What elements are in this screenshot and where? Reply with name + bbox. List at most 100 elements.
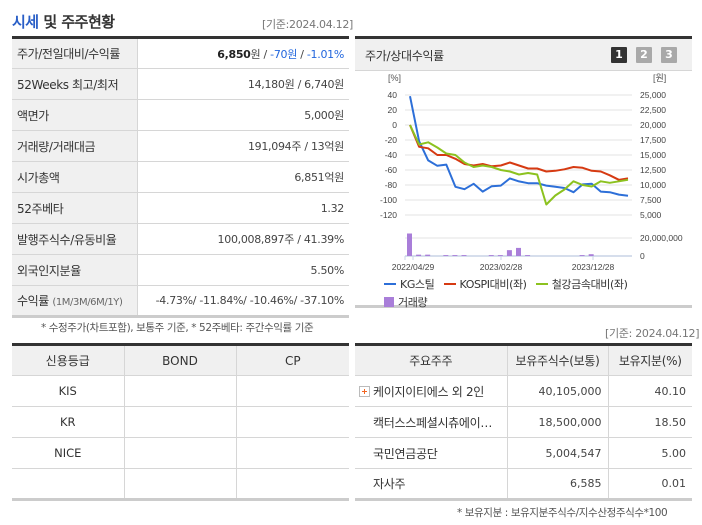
row-label: 거래량/거래대금	[12, 130, 138, 162]
agency-cell: KIS	[12, 375, 125, 407]
svg-text:-100: -100	[380, 195, 397, 205]
section-title: 시세 및 주주현황	[12, 11, 115, 32]
chart-page-1-button[interactable]: 1	[611, 47, 627, 63]
chart-page-2-button[interactable]: 2	[636, 47, 652, 63]
bond-cell	[124, 375, 237, 407]
svg-text:-60: -60	[385, 165, 398, 175]
series-lines	[409, 96, 629, 206]
chart-legend: KG스틸 KOSPI대비(좌) 철강금속대비(좌) 거래량	[384, 275, 684, 310]
table-row: 국민연금공단 5,004,547 5.00	[355, 437, 692, 469]
price-rate: -1.01%	[306, 47, 344, 61]
column-header: BOND	[124, 344, 237, 376]
shareholder-name: 국민연금공단	[355, 437, 508, 469]
row-value: 100,008,897주 / 41.39%	[137, 223, 349, 255]
svg-text:20: 20	[388, 105, 398, 115]
svg-text:2023/02/28: 2023/02/28	[480, 262, 523, 272]
shares-cell: 6,585	[507, 468, 609, 501]
legend-square-icon	[384, 297, 394, 307]
legend-label: 거래량	[398, 296, 428, 309]
svg-text:20,000: 20,000	[640, 120, 666, 130]
table-row: 52주베타 1.32	[12, 192, 349, 224]
row-label: 수익률 (1M/3M/6M/1Y)	[12, 285, 138, 318]
table-row: 캑터스스페셜시츄에이… 18,500,000 18.50	[355, 406, 692, 438]
table-row: 시가총액 6,851억원	[12, 161, 349, 193]
basis-date: [기준:2024.04.12]	[262, 18, 354, 31]
agency-cell: KR	[12, 406, 125, 438]
agency-cell	[12, 468, 125, 501]
shareholder-basis-date: [기준: 2024.04.12]	[605, 327, 700, 340]
left-axis-ticks: 40 20 0 -20 -40 -60 -80 -100 -120	[380, 90, 397, 220]
separator: /	[297, 47, 307, 61]
shares-cell: 5,004,547	[507, 437, 609, 469]
svg-text:20,000,000: 20,000,000	[640, 233, 683, 243]
legend-item-kospi[interactable]: KOSPI대비(좌)	[443, 276, 527, 292]
shares-cell: 40,105,000	[507, 375, 609, 407]
table-header-row: 주요주주 보유주식수(보통) 보유지분(%)	[355, 344, 692, 376]
legend-label: KOSPI대비(좌)	[459, 278, 527, 291]
row-value: 14,180원 / 6,740원	[137, 68, 349, 100]
shareholder-name[interactable]: 케이지이티에스 외 2인	[355, 375, 508, 407]
column-header: CP	[236, 344, 349, 376]
svg-text:0: 0	[640, 251, 645, 261]
row-label: 발행주식수/유동비율	[12, 223, 138, 255]
row-label-text: 수익률	[17, 294, 49, 308]
price-table-note: * 수정주가(차트포함), 보통주 기준, * 52주베타: 주간수익률 기준	[41, 322, 314, 334]
row-value: 1.32	[137, 192, 349, 224]
table-row: 자사주 6,585 0.01	[355, 468, 692, 501]
svg-text:2022/04/29: 2022/04/29	[392, 262, 435, 272]
column-header: 보유주식수(보통)	[507, 344, 609, 376]
row-label: 52Weeks 최고/최저	[12, 68, 138, 100]
row-label: 52주베타	[12, 192, 138, 224]
expand-plus-icon[interactable]	[359, 386, 370, 397]
volume-bars	[407, 233, 594, 256]
row-value: 191,094주 / 13억원	[137, 130, 349, 162]
shares-cell: 18,500,000	[507, 406, 609, 438]
current-price: 6,850	[217, 47, 251, 61]
right-axis-title: [원]	[653, 73, 666, 83]
chart-page-3-button[interactable]: 3	[661, 47, 677, 63]
table-row: 발행주식수/유동비율 100,008,897주 / 41.39%	[12, 223, 349, 255]
cp-cell	[236, 375, 349, 407]
return-values: -4.73%/ -11.84%/ -10.46%/ -37.10%	[137, 285, 349, 318]
credit-rating-table: 신용등급 BOND CP KIS KR NICE	[12, 343, 349, 501]
legend-line-icon	[535, 283, 548, 285]
table-row: 주가/전일대비/수익률 6,850원 / -70원 / -1.01%	[12, 37, 349, 69]
table-row: 외국인지분율 5.50%	[12, 254, 349, 286]
row-label: 주가/전일대비/수익률	[12, 37, 138, 69]
svg-text:0: 0	[392, 120, 397, 130]
legend-item-kgsteel[interactable]: KG스틸	[384, 276, 435, 292]
column-header: 신용등급	[12, 344, 125, 376]
legend-label: KG스틸	[400, 278, 435, 291]
pct-cell: 0.01	[608, 468, 692, 501]
table-header-row: 신용등급 BOND CP	[12, 344, 349, 376]
agency-cell: NICE	[12, 437, 125, 469]
right-axis-ticks: 25,000 22,500 20,000 17,500 15,000 12,500 10,0…	[640, 90, 683, 261]
section-title-rest: 및 주주현황	[38, 13, 115, 31]
row-value: 5,000원	[137, 99, 349, 131]
bond-cell	[124, 468, 237, 501]
row-value: 5.50%	[137, 254, 349, 286]
cp-cell	[236, 406, 349, 438]
shareholder-table: 주요주주 보유주식수(보통) 보유지분(%) 케이지이티에스 외 2인 40,1…	[355, 343, 692, 501]
table-row: KIS	[12, 375, 349, 407]
table-row: 52Weeks 최고/최저 14,180원 / 6,740원	[12, 68, 349, 100]
svg-text:-40: -40	[385, 150, 398, 160]
legend-line-icon	[384, 283, 396, 285]
table-row: 거래량/거래대금 191,094주 / 13억원	[12, 130, 349, 162]
row-label-sub: (1M/3M/6M/1Y)	[52, 297, 123, 308]
legend-item-steel-metal[interactable]: 철강금속대비(좌)	[535, 276, 628, 292]
svg-text:40: 40	[388, 90, 398, 100]
svg-text:5,000: 5,000	[640, 210, 662, 220]
price-table: 주가/전일대비/수익률 6,850원 / -70원 / -1.01% 52Wee…	[12, 36, 349, 318]
pct-cell: 5.00	[608, 437, 692, 469]
shareholder-name: 캑터스스페셜시츄에이…	[355, 406, 508, 438]
row-value: 6,851억원	[137, 161, 349, 193]
svg-text:22,500: 22,500	[640, 105, 666, 115]
table-row: NICE	[12, 437, 349, 469]
legend-item-volume[interactable]: 거래량	[384, 294, 428, 310]
svg-text:25,000: 25,000	[640, 90, 666, 100]
column-header: 보유지분(%)	[608, 344, 692, 376]
svg-text:12,500: 12,500	[640, 165, 666, 175]
left-axis-title: [%]	[388, 73, 401, 83]
